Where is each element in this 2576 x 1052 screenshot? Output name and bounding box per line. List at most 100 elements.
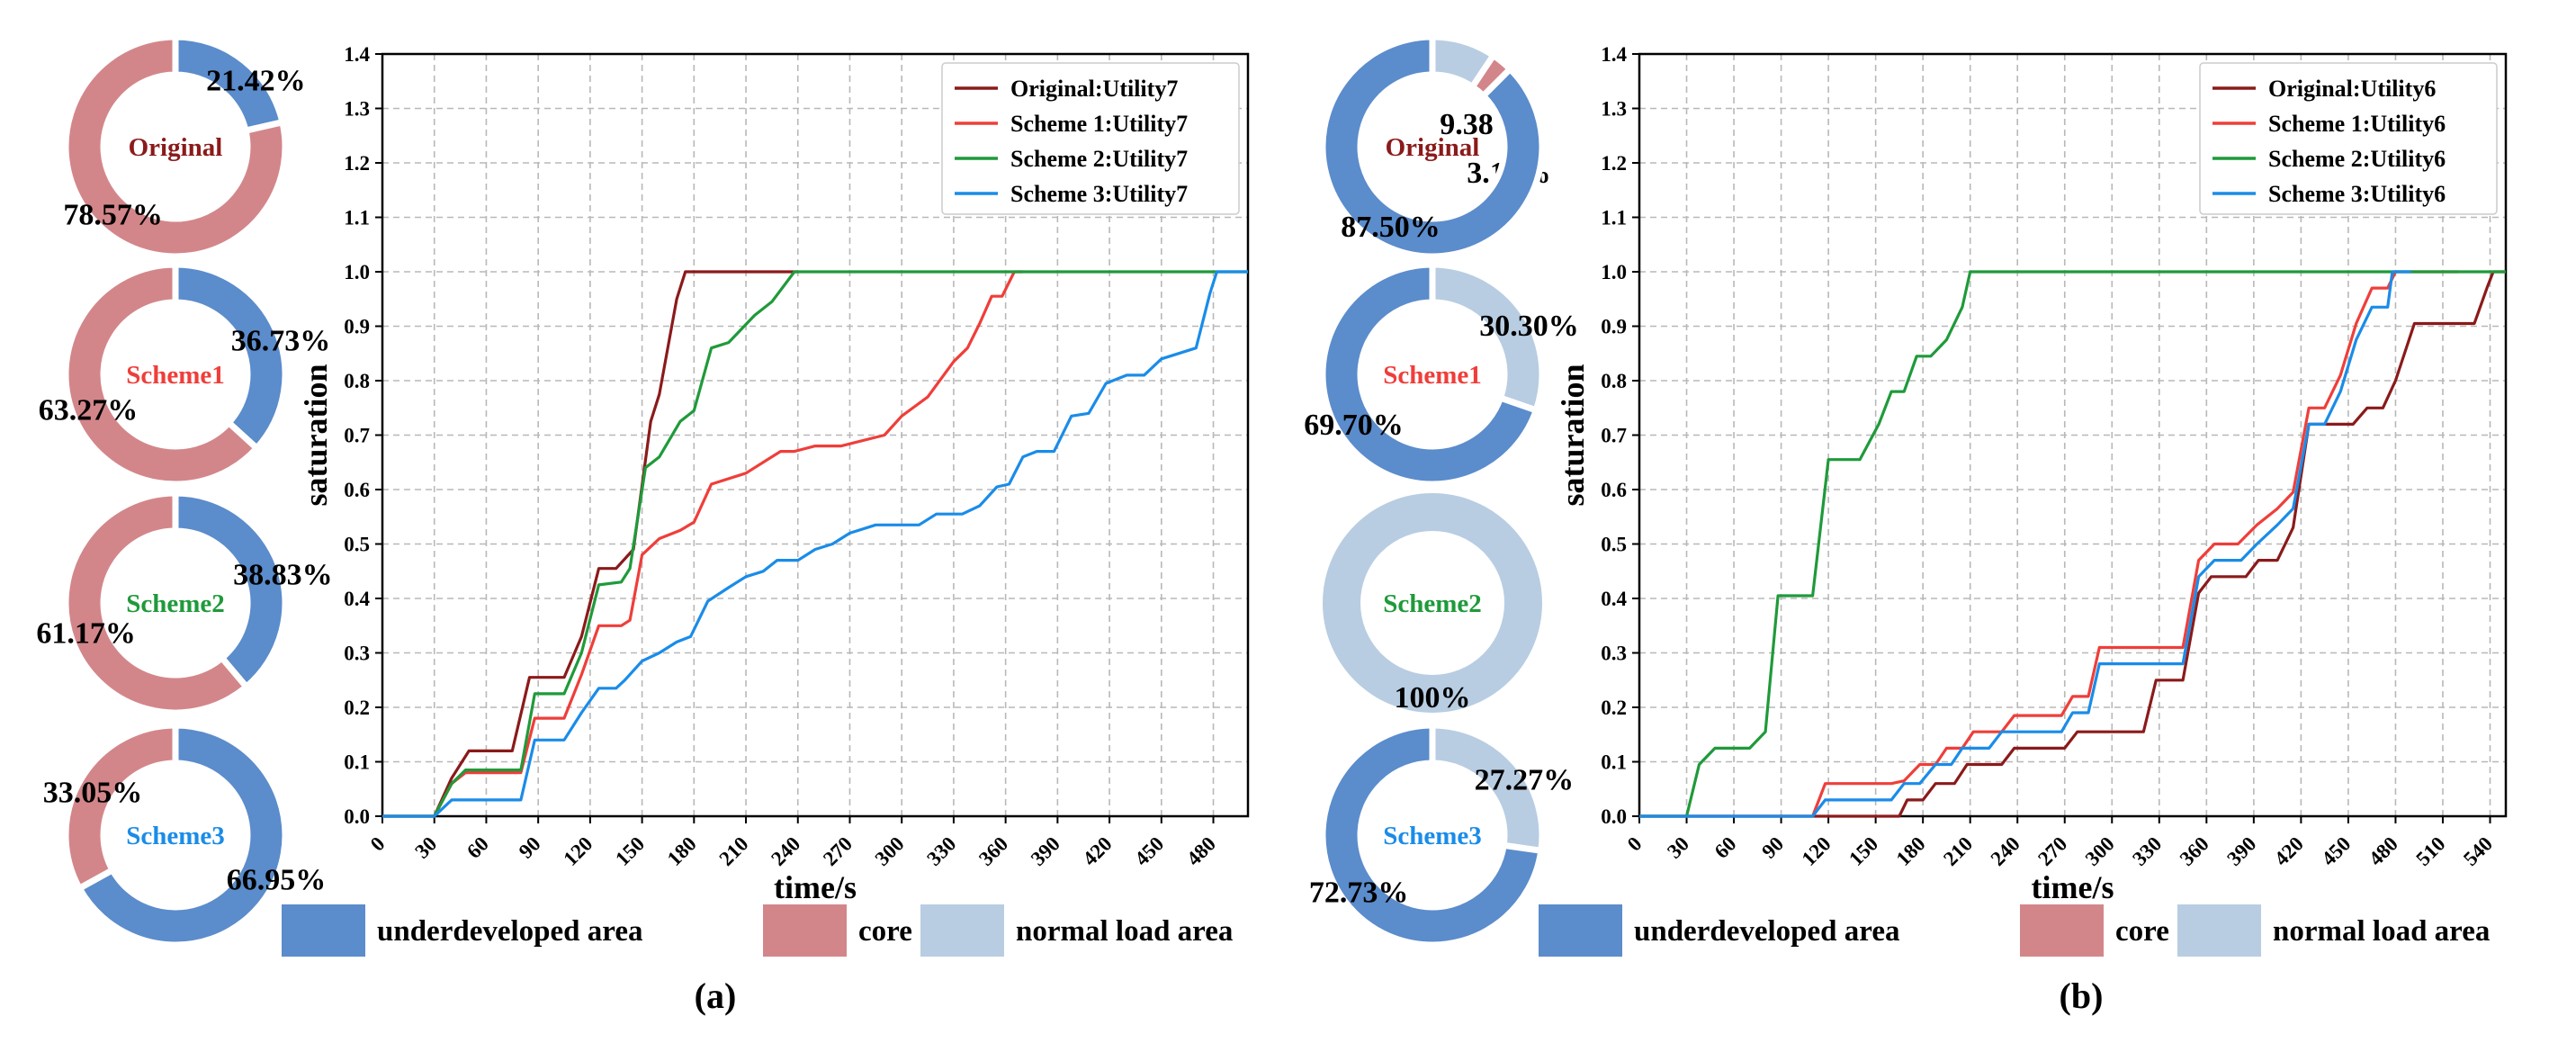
- donut-center-label: Scheme2: [1383, 589, 1482, 618]
- donut-percent-label: 87.50%: [1341, 211, 1441, 244]
- series-line-4: [1639, 270, 2411, 818]
- chart-panel-b: 0.0 0.1 0.2 0.3 0.4 0.5 0.6 0.7 0.8 0.9 1.0 1.1 1.2 1…: [1555, 43, 2508, 1016]
- y-tick-label: 0.1: [1601, 751, 1627, 774]
- donut-a-scheme1: 36.73% 63.27% Scheme1: [39, 261, 331, 488]
- x-tick-label: 30: [410, 832, 441, 863]
- x-tick-label: 240: [767, 832, 804, 870]
- x-tick-label: 90: [515, 832, 545, 863]
- y-tick-label: 0.8: [1601, 370, 1627, 392]
- x-tick-label: 510: [2411, 832, 2449, 870]
- x-tick-label: 60: [462, 832, 493, 863]
- y-tick-label: 0.3: [1601, 643, 1627, 665]
- y-tick-label: 0.6: [344, 479, 370, 501]
- legend-label-underdeveloped: underdeveloped area: [1634, 915, 1899, 948]
- y-tick-label: 0.4: [344, 588, 370, 610]
- donut-slice: [75, 722, 289, 949]
- donut-slice: [1323, 493, 1542, 713]
- legend-label-normal: normal load area: [1016, 915, 1233, 948]
- y-tick-label: 1.1: [1601, 207, 1627, 229]
- x-tick-label: 450: [1130, 832, 1168, 870]
- x-tick-label: 330: [2128, 832, 2166, 870]
- donut-a-original: 21.42% 78.57% Original: [62, 33, 306, 260]
- legend-box: [2199, 62, 2498, 215]
- legend-label-normal: normal load area: [2273, 915, 2490, 948]
- donut-center-label: Scheme2: [126, 589, 225, 618]
- x-tick-label: 0: [1623, 832, 1647, 856]
- x-tick-label: 450: [2317, 832, 2355, 870]
- y-tick-label: 1.0: [344, 261, 370, 283]
- y-tick-label: 1.3: [344, 98, 370, 121]
- y-tick-label: 0.7: [344, 425, 370, 447]
- series-line-2: [382, 270, 1023, 818]
- donut-slice: [62, 33, 289, 260]
- donut-center-label: Original: [129, 133, 223, 162]
- x-tick-label: 270: [2033, 832, 2071, 870]
- y-tick-label: 1.4: [344, 43, 370, 66]
- y-tick-label: 0.7: [1601, 425, 1627, 447]
- x-tick-label: 90: [1757, 832, 1788, 863]
- y-axis-label: saturation: [1555, 364, 1591, 506]
- y-tick-label: 0.8: [344, 370, 370, 392]
- x-tick-label: 390: [1027, 832, 1064, 870]
- donut-slice: [1319, 722, 1545, 949]
- donut-b-scheme3: 27.27% 72.73% Scheme3: [1309, 722, 1574, 949]
- series-line-1: [382, 270, 798, 818]
- donut-percent-label: 72.73%: [1309, 876, 1409, 909]
- donut-slice: [62, 490, 251, 716]
- y-tick-label: 0.4: [1601, 588, 1627, 610]
- x-tick-label: 210: [1939, 832, 1977, 870]
- donut-slice: [1429, 261, 1546, 415]
- x-tick-label: 480: [1182, 832, 1220, 870]
- panel-label: (a): [695, 976, 737, 1016]
- donut-percent-label: 66.95%: [227, 863, 327, 896]
- y-tick-label: 1.2: [344, 152, 370, 175]
- donut-center-label: Original: [1386, 133, 1480, 162]
- legend-entry: Scheme 2:Utility7: [1010, 146, 1188, 172]
- legend-swatch-normal: [920, 904, 1004, 957]
- donut-a-scheme3: 66.95% 33.05% Scheme3: [43, 722, 327, 949]
- y-tick-label: 1.1: [344, 207, 370, 229]
- donut-percent-label: 21.42%: [206, 65, 306, 98]
- series-line-2: [1639, 270, 2459, 818]
- x-tick-label: 270: [819, 832, 857, 870]
- legend-swatch-normal: [2177, 904, 2261, 957]
- donut-center-label: Scheme3: [126, 822, 225, 850]
- y-tick-label: 0.5: [344, 534, 370, 556]
- donut-b-scheme2: 100% Scheme2: [1323, 493, 1542, 715]
- legend-swatch-underdeveloped: [282, 904, 365, 957]
- legend-entry: Scheme 3:Utility7: [1010, 181, 1188, 207]
- chart-panel-a: 0.0 0.1 0.2 0.3 0.4 0.5 0.6 0.7 0.8 0.9 1.0 1.1 1.2 1…: [298, 43, 1250, 1016]
- y-axis-label: saturation: [298, 364, 334, 506]
- area-legend-b: underdeveloped area core area normal load …: [1539, 904, 2490, 957]
- x-tick-label: 540: [2459, 832, 2497, 870]
- chart-legend: Original:Utility6 Scheme 1:Utility6 Scheme…: [2199, 62, 2498, 215]
- y-tick-label: 0.6: [1601, 479, 1627, 501]
- donut-b-scheme1: 30.30% 69.70% Scheme1: [1304, 261, 1579, 488]
- x-tick-label: 150: [611, 832, 649, 870]
- donut-center-label: Scheme1: [126, 361, 225, 390]
- y-tick-label: 0.0: [1601, 805, 1627, 828]
- donut-percent-label: 61.17%: [36, 617, 136, 651]
- y-tick-label: 0.5: [1601, 534, 1627, 556]
- x-tick-label: 120: [559, 832, 597, 870]
- x-tick-label: 300: [2081, 832, 2119, 870]
- x-tick-label: 300: [871, 832, 909, 870]
- donut-percent-label: 69.70%: [1304, 409, 1404, 442]
- donut-slice: [172, 261, 289, 453]
- y-tick-label: 0.9: [344, 316, 370, 338]
- legend-entry: Original:Utility7: [1010, 76, 1178, 102]
- donut-center-label: Scheme3: [1383, 822, 1482, 850]
- y-tick-label: 0.9: [1601, 316, 1627, 338]
- donut-b-original: 9.38%3.13%87.50%Original: [1319, 33, 1551, 260]
- x-tick-label: 420: [1079, 832, 1117, 870]
- legend-swatch-underdeveloped: [1539, 904, 1622, 957]
- legend-swatch-core: [763, 904, 847, 957]
- legend-label-underdeveloped: underdeveloped area: [377, 915, 642, 948]
- donut-percent-label: 36.73%: [231, 324, 331, 357]
- x-tick-label: 330: [922, 832, 960, 870]
- legend-entry: Scheme 1:Utility6: [2268, 111, 2446, 137]
- area-legend-a: underdeveloped area core area normal load …: [282, 904, 1233, 957]
- y-tick-label: 1.4: [1601, 43, 1627, 66]
- x-axis-label: time/s: [2032, 869, 2114, 905]
